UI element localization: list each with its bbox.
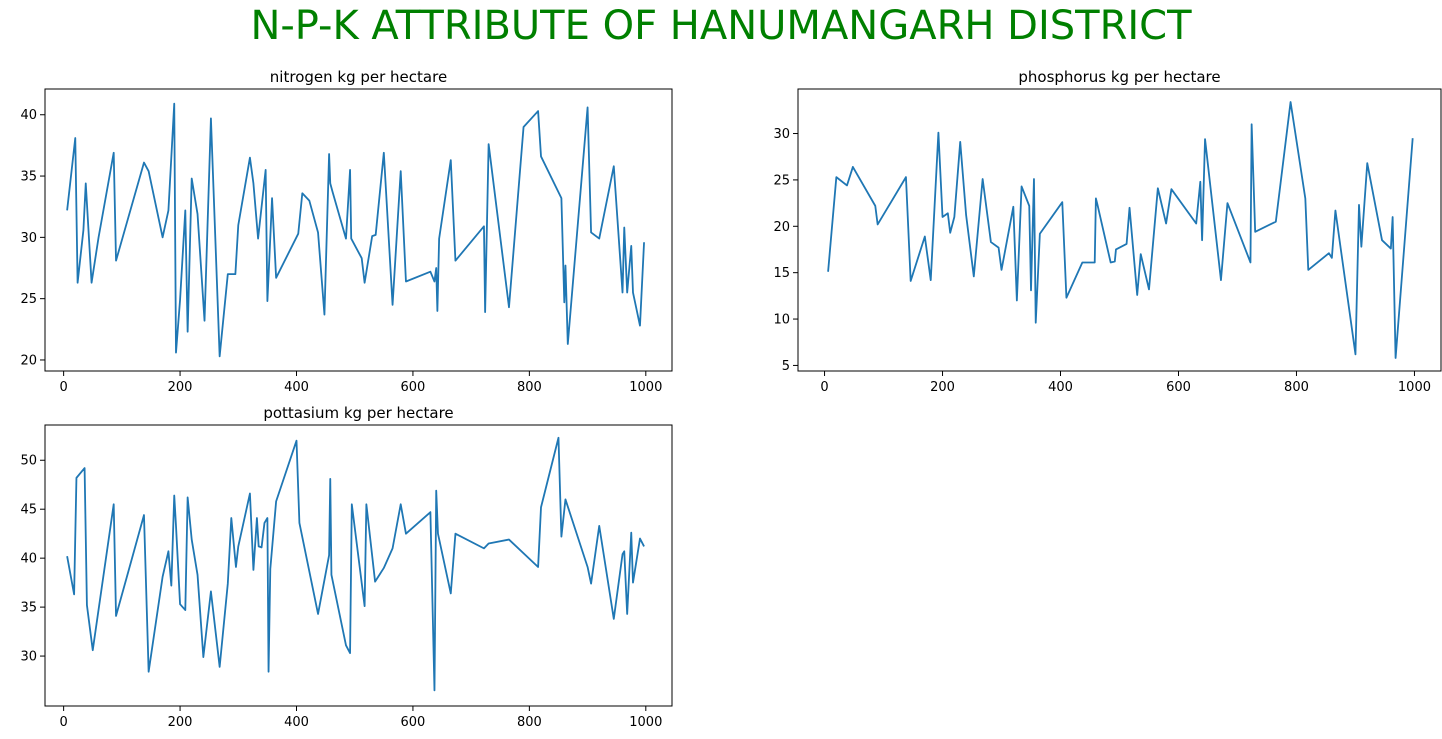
- x-tick-label: 200: [168, 380, 193, 395]
- y-tick-label: 35: [20, 170, 37, 185]
- y-tick-label: 30: [20, 231, 37, 246]
- y-tick-label: 30: [20, 650, 37, 665]
- y-tick-label: 35: [20, 601, 37, 616]
- chart-title: nitrogen kg per hectare: [270, 68, 447, 86]
- chart-panel-1: nitrogen kg per hectare 0 200 400 600 800 1000…: [20, 68, 673, 395]
- y-tick-label: 20: [773, 220, 790, 235]
- chart-panel-2: phosphorus kg per hectare 0 200 400 600 800 10…: [773, 68, 1442, 395]
- x-tick-label: 600: [401, 715, 426, 730]
- x-tick-label: 800: [517, 380, 542, 395]
- series-line-1: [66, 102, 645, 358]
- x-tick-label: 200: [168, 715, 193, 730]
- y-tick-label: 45: [20, 503, 37, 518]
- x-tick-label: 200: [930, 380, 955, 395]
- y-tick-label: 50: [20, 454, 37, 469]
- y-tick-label: 25: [20, 292, 37, 307]
- x-tick-label: 400: [284, 715, 309, 730]
- x-tick-label: 1000: [1398, 380, 1431, 395]
- x-tick-label: 400: [1048, 380, 1073, 395]
- x-tick-label: 600: [1166, 380, 1191, 395]
- figure-title: N-P-K ATTRIBUTE OF HANUMANGARH DISTRICT: [250, 3, 1192, 49]
- y-tick-label: 40: [20, 108, 37, 123]
- x-tick-label: 800: [517, 715, 542, 730]
- chart-title: pottasium kg per hectare: [263, 404, 453, 422]
- x-tick-label: 0: [59, 380, 67, 395]
- y-tick-label: 15: [773, 266, 790, 281]
- y-tick-label: 20: [20, 353, 37, 368]
- x-tick-label: 400: [284, 380, 309, 395]
- y-tick-label: 10: [773, 313, 790, 328]
- y-tick-label: 40: [20, 552, 37, 567]
- chart-panel-3: pottasium kg per hectare 0 200 400 600 800 100…: [20, 404, 673, 730]
- x-tick-label: 800: [1284, 380, 1309, 395]
- x-tick-label: 600: [401, 380, 426, 395]
- plot-frame: [797, 88, 1442, 372]
- plot-frame: [44, 424, 673, 707]
- x-tick-label: 1000: [629, 380, 662, 395]
- series-line-1: [66, 436, 645, 692]
- series-line-1: [827, 101, 1414, 359]
- x-tick-label: 0: [820, 380, 828, 395]
- y-tick-label: 25: [773, 173, 790, 188]
- y-tick-label: 5: [782, 359, 790, 374]
- plot-frame: [44, 88, 673, 372]
- chart-title: phosphorus kg per hectare: [1018, 68, 1220, 86]
- x-tick-label: 1000: [629, 715, 662, 730]
- x-tick-label: 0: [59, 715, 67, 730]
- y-tick-label: 30: [773, 127, 790, 142]
